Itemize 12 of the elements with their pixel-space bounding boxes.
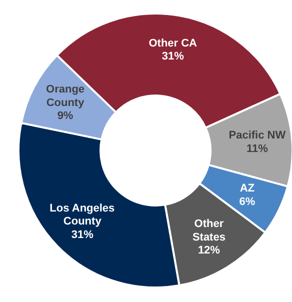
data-label: 31% (71, 228, 94, 241)
data-label: 9% (57, 110, 74, 122)
slice-label: Orange County (46, 84, 86, 109)
slice-label: Pacific NW (228, 130, 286, 142)
slice-label: Other States (192, 218, 226, 244)
slice-label: AZ (240, 182, 255, 195)
data-label: 11% (246, 142, 268, 155)
data-label: 12% (198, 244, 220, 257)
data-label: 6% (239, 196, 256, 208)
data-label: 31% (162, 50, 184, 63)
slice-label: Los Angeles County (50, 202, 115, 228)
slice-label: Other CA (148, 37, 198, 50)
